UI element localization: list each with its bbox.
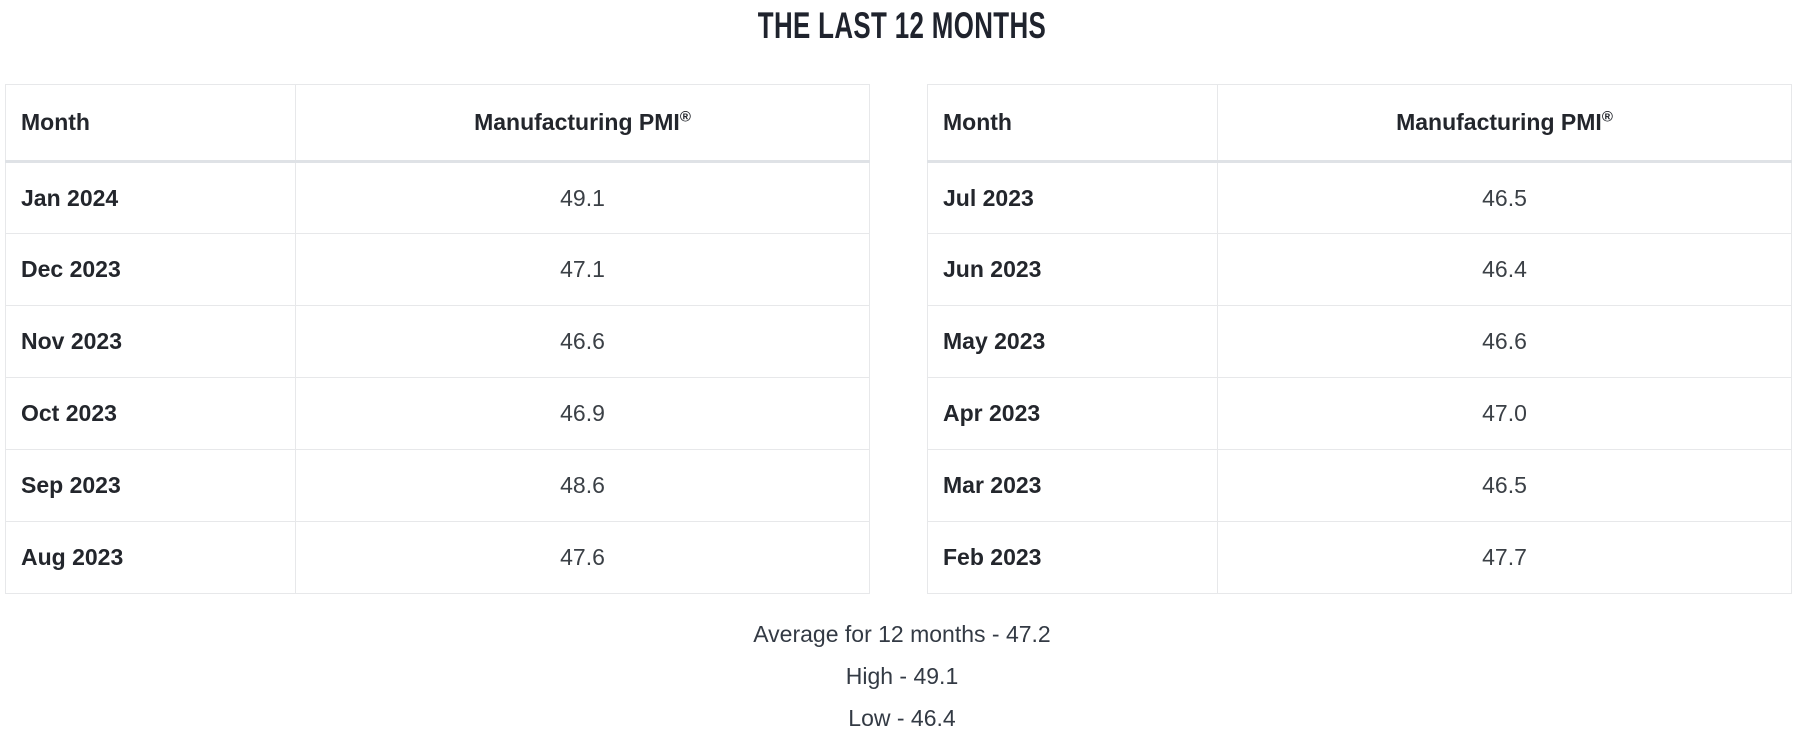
table-row: Feb 2023 47.7	[927, 521, 1792, 594]
month-cell: May 2023	[927, 305, 1218, 378]
pmi-header-label: Manufacturing PMI	[474, 109, 680, 135]
tables-container: Month Manufacturing PMI® Jan 2024 49.1 D…	[5, 84, 1792, 594]
month-column-header: Month	[927, 84, 1218, 163]
registered-trademark-symbol: ®	[679, 108, 691, 126]
table-row: Apr 2023 47.0	[927, 377, 1792, 450]
month-cell: Dec 2023	[5, 233, 296, 306]
summary-average: Average for 12 months - 47.2	[753, 621, 1051, 647]
pmi-table-older: Month Manufacturing PMI® Jul 2023 46.5 J…	[927, 84, 1792, 594]
month-cell: Aug 2023	[5, 521, 296, 594]
table-row: Aug 2023 47.6	[5, 521, 870, 594]
pmi-value-cell: 47.6	[295, 521, 870, 594]
month-cell: Jan 2024	[5, 161, 296, 234]
pmi-value-cell: 47.0	[1217, 377, 1792, 450]
table-row: Jul 2023 46.5	[927, 161, 1792, 234]
pmi-column-header: Manufacturing PMI®	[1217, 84, 1792, 163]
month-column-header: Month	[5, 84, 296, 163]
pmi-value-cell: 49.1	[295, 161, 870, 234]
month-cell: Mar 2023	[927, 449, 1218, 522]
month-cell: Nov 2023	[5, 305, 296, 378]
table-row: Sep 2023 48.6	[5, 449, 870, 522]
pmi-table-recent: Month Manufacturing PMI® Jan 2024 49.1 D…	[5, 84, 870, 594]
month-cell: Jun 2023	[927, 233, 1218, 306]
pmi-column-header: Manufacturing PMI®	[295, 84, 870, 163]
pmi-value-cell: 48.6	[295, 449, 870, 522]
table-row: May 2023 46.6	[927, 305, 1792, 378]
table-row: Mar 2023 46.5	[927, 449, 1792, 522]
page-title-text: THE LAST 12 MONTHS	[757, 5, 1047, 46]
month-cell: Oct 2023	[5, 377, 296, 450]
pmi-value-cell: 46.5	[1217, 161, 1792, 234]
table-row: Dec 2023 47.1	[5, 233, 870, 306]
month-cell: Apr 2023	[927, 377, 1218, 450]
table-row: Oct 2023 46.9	[5, 377, 870, 450]
table-header-row: Month Manufacturing PMI®	[927, 84, 1792, 163]
pmi-value-cell: 46.4	[1217, 233, 1792, 306]
pmi-value-cell: 46.5	[1217, 449, 1792, 522]
table-row: Nov 2023 46.6	[5, 305, 870, 378]
month-cell: Sep 2023	[5, 449, 296, 522]
pmi-value-cell: 46.6	[295, 305, 870, 378]
pmi-value-cell: 47.7	[1217, 521, 1792, 594]
page-title: THE LAST 12 MONTHS	[0, 6, 1804, 46]
pmi-value-cell: 46.6	[1217, 305, 1792, 378]
pmi-value-cell: 46.9	[295, 377, 870, 450]
table-header-row: Month Manufacturing PMI®	[5, 84, 870, 163]
month-cell: Feb 2023	[927, 521, 1218, 594]
month-cell: Jul 2023	[927, 161, 1218, 234]
summary-high: High - 49.1	[845, 663, 959, 689]
table-row: Jan 2024 49.1	[5, 161, 870, 234]
summary-low: Low - 46.4	[848, 705, 956, 731]
registered-trademark-symbol: ®	[1601, 108, 1613, 126]
pmi-value-cell: 47.1	[295, 233, 870, 306]
pmi-header-label: Manufacturing PMI	[1396, 109, 1602, 135]
summary-block: Average for 12 months - 47.2 High - 49.1…	[0, 613, 1804, 739]
table-row: Jun 2023 46.4	[927, 233, 1792, 306]
